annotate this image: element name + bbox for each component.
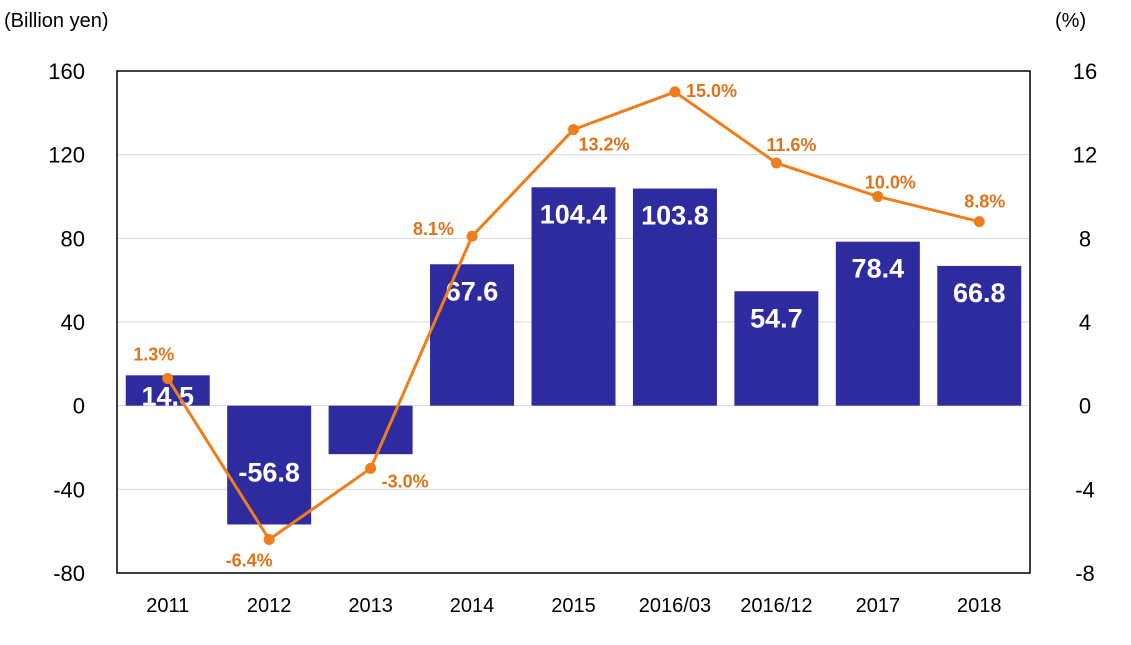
line-point (770, 157, 782, 169)
bar-value-label: -56.8 (238, 458, 300, 488)
bar (937, 265, 1022, 406)
line-point (263, 534, 275, 546)
percent-label: 15.0% (686, 81, 737, 101)
right-tick-label: -4 (1075, 477, 1095, 502)
bar (328, 405, 413, 455)
percent-label: 1.3% (133, 344, 174, 364)
percent-label: 8.8% (964, 192, 1005, 212)
x-tick-label: 2013 (348, 595, 393, 617)
x-tick-label: 2015 (551, 595, 596, 617)
bar-value-label: 78.4 (852, 254, 905, 284)
x-tick-label: 2018 (957, 595, 1002, 617)
bar (734, 291, 819, 406)
bar (835, 241, 920, 406)
line-series (162, 86, 985, 546)
x-tick-label: 2014 (450, 595, 495, 617)
line-point (162, 372, 174, 384)
right-tick-label: 0 (1079, 394, 1091, 419)
line-point (466, 230, 478, 242)
plot-area-frame (116, 70, 1031, 574)
right-y-axis-ticks: 16 12 8 4 0 -4 -8 (1073, 59, 1097, 586)
line-point (568, 124, 579, 136)
left-tick-label: 160 (48, 59, 85, 84)
right-tick-label: -8 (1075, 561, 1095, 586)
x-tick-label: 2016/12 (740, 595, 812, 617)
bar (227, 405, 312, 525)
bar-series (125, 187, 1022, 525)
line-point (365, 462, 377, 474)
bar-value-label: 67.6 (446, 276, 499, 306)
left-tick-label: 80 (61, 226, 85, 251)
bar-value-label: 54.7 (750, 303, 803, 333)
left-y-axis-ticks: 160 120 80 40 0 -40 -80 (48, 59, 85, 586)
line-point (973, 216, 985, 228)
left-tick-label: -80 (53, 561, 85, 586)
right-tick-label: 8 (1079, 226, 1091, 251)
percent-label: -3.0% (382, 471, 429, 491)
percent-label: 11.6% (766, 135, 816, 155)
x-tick-label: 2016/03 (639, 595, 711, 617)
left-tick-label: -40 (53, 477, 85, 502)
left-axis-unit: (Billion yen) (4, 10, 109, 32)
right-tick-label: 4 (1079, 310, 1091, 335)
percent-label: 8.1% (413, 219, 454, 239)
right-tick-label: 12 (1073, 143, 1097, 168)
left-tick-label: 0 (73, 394, 85, 419)
percent-label: -6.4% (226, 551, 273, 571)
bar (531, 187, 616, 406)
x-axis-ticks: 2011 2012 2013 2014 2015 2016/03 2016/12 2017 20… (146, 595, 1001, 617)
bar-value-label: 66.8 (953, 278, 1006, 308)
bar-value-label: 103.8 (641, 201, 709, 231)
left-tick-label: 120 (48, 143, 85, 168)
percent-label: 13.2% (579, 135, 630, 155)
percent-labels: 1.3% -6.4% -3.0% 8.1% 13.2% 15.0% 11.6% 10.0% 8.… (133, 81, 1005, 571)
bar (632, 188, 717, 406)
line-point (872, 191, 884, 202)
line-point (669, 86, 681, 98)
x-tick-label: 2012 (247, 595, 292, 617)
bar (430, 264, 515, 406)
bar-value-label: 104.4 (540, 199, 608, 229)
x-tick-label: 2017 (856, 595, 901, 617)
left-tick-label: 40 (61, 310, 85, 335)
right-axis-unit: (%) (1055, 10, 1087, 32)
percent-label: 10.0% (865, 173, 916, 193)
right-tick-label: 16 (1073, 59, 1097, 84)
x-tick-label: 2011 (146, 595, 189, 617)
